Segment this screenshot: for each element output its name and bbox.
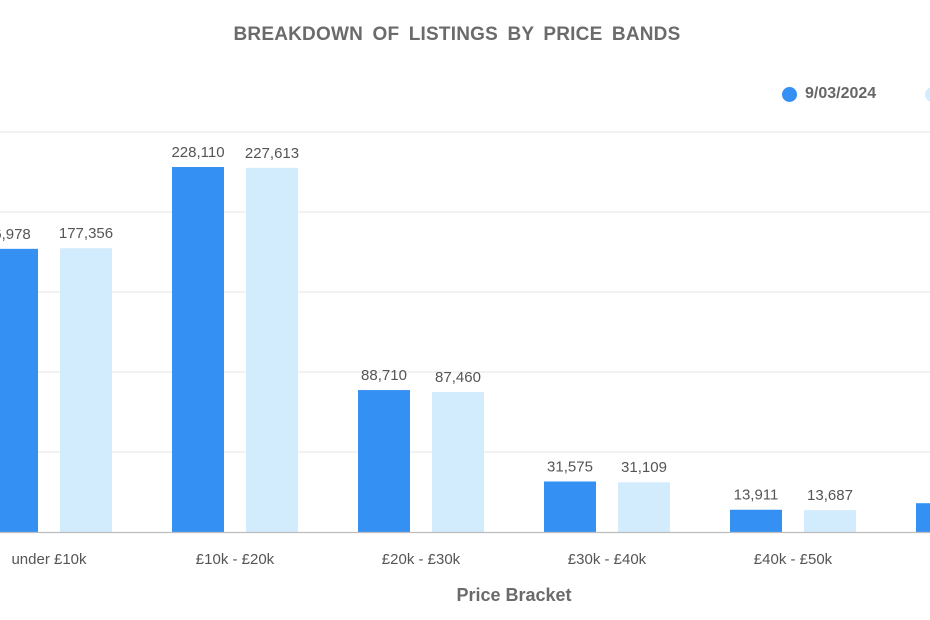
bar-series-1-3[interactable] xyxy=(544,481,596,532)
x-axis-title: Price Bracket xyxy=(456,585,572,605)
bar-series-1-0[interactable] xyxy=(0,248,38,532)
bar-series-2-0[interactable] xyxy=(60,248,112,532)
bar-series-2-1[interactable] xyxy=(246,167,298,532)
data-label: 13,687 xyxy=(807,487,853,504)
bar-series-1-2[interactable] xyxy=(358,390,410,532)
x-tick-label: £40k - £50k xyxy=(754,551,833,568)
data-label: 88,710 xyxy=(361,367,407,384)
bar-series-1-1[interactable] xyxy=(172,167,224,533)
bar-series-2-3[interactable] xyxy=(618,482,670,532)
legend-swatch-icon xyxy=(782,86,797,102)
bar-series-2-4[interactable] xyxy=(804,510,856,532)
legend-swatch-series-2-icon[interactable] xyxy=(925,87,930,102)
bar-series-1-5[interactable] xyxy=(916,503,930,532)
data-label: 87,460 xyxy=(435,369,481,386)
data-label: 31,109 xyxy=(621,459,667,476)
bar-series-1-4[interactable] xyxy=(730,509,782,532)
x-tick-label: £10k - £20k xyxy=(196,551,275,568)
chart-title: BREAKDOWN OF LISTINGS BY PRICE BANDS xyxy=(233,24,681,45)
data-label: 228,110 xyxy=(171,144,224,161)
x-tick-label: £30k - £40k xyxy=(568,551,647,568)
data-label: 31,575 xyxy=(547,458,593,475)
x-tick-label: under £10k xyxy=(11,551,87,568)
legend-label: 9/03/2024 xyxy=(805,85,877,102)
data-label: 13,911 xyxy=(734,487,779,504)
data-label: 6,978 xyxy=(0,226,31,243)
data-label: 227,613 xyxy=(245,145,299,162)
data-label: 177,356 xyxy=(59,225,113,242)
legend-item-series-1[interactable]: 9/03/2024 xyxy=(782,84,876,104)
bar-series-2-2[interactable] xyxy=(432,392,484,532)
x-tick-label: £20k - £30k xyxy=(382,551,461,568)
